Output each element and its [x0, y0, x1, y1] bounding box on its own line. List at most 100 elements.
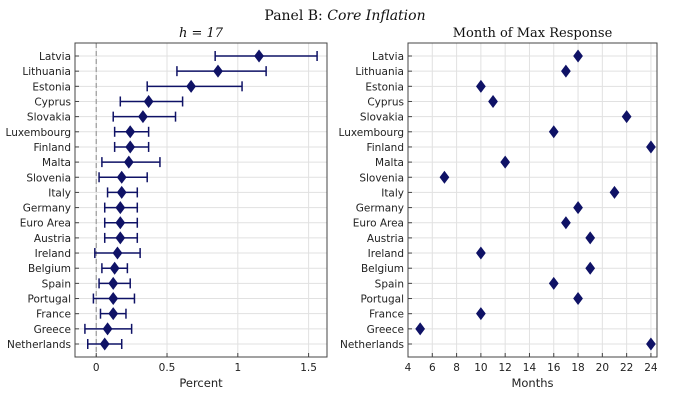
point-euro-area	[561, 216, 571, 230]
y-tick-label-ireland: Ireland	[368, 248, 404, 260]
point-france	[108, 307, 119, 321]
y-tick-label-belgium: Belgium	[361, 263, 404, 275]
point-luxembourg	[125, 125, 136, 139]
point-slovakia	[138, 110, 148, 124]
x-tick-label: 4	[405, 362, 412, 374]
y-tick-label-luxembourg: Luxembourg	[339, 127, 404, 139]
point-estonia	[476, 79, 486, 93]
y-tick-label-latvia: Latvia	[372, 51, 404, 63]
y-tick-label-finland: Finland	[33, 142, 71, 154]
point-spain	[108, 276, 119, 290]
y-tick-label-belgium: Belgium	[28, 263, 71, 275]
x-tick-label: 6	[429, 362, 436, 374]
point-netherlands	[646, 337, 656, 351]
y-tick-label-lithuania: Lithuania	[355, 66, 404, 78]
x-tick-label: 22	[620, 362, 633, 374]
y-tick-label-estonia: Estonia	[32, 81, 71, 93]
point-malta	[500, 155, 511, 169]
x-tick-label: 12	[498, 362, 511, 374]
figure-title: Panel B: Core Inflation	[264, 8, 425, 24]
x-tick-label: 10	[474, 362, 487, 374]
x-tick-label: 1.5	[300, 362, 317, 374]
x-tick-label: 8	[453, 362, 460, 374]
point-netherlands	[99, 337, 110, 351]
y-tick-label-austria: Austria	[367, 233, 404, 245]
point-portugal	[108, 292, 119, 306]
point-estonia	[186, 79, 196, 93]
point-malta	[123, 155, 134, 169]
x-tick-label: 20	[596, 362, 609, 374]
y-tick-label-italy: Italy	[381, 187, 404, 199]
point-lithuania	[213, 64, 223, 78]
panel-name: Core Inflation	[327, 8, 425, 24]
x-tick-label: 18	[571, 362, 584, 374]
y-tick-label-cyprus: Cyprus	[34, 96, 71, 108]
point-portugal	[573, 292, 583, 306]
y-tick-label-luxembourg: Luxembourg	[6, 127, 71, 139]
y-tick-label-euro-area: Euro Area	[353, 218, 404, 230]
point-ireland	[476, 246, 486, 260]
y-tick-label-finland: Finland	[366, 142, 404, 154]
point-germany	[573, 201, 583, 215]
y-tick-label-portugal: Portugal	[28, 294, 72, 306]
y-tick-label-malta: Malta	[375, 157, 404, 169]
point-france	[476, 307, 486, 321]
x-tick-label: 16	[547, 362, 561, 374]
y-tick-label-austria: Austria	[34, 233, 71, 245]
point-belgium	[109, 261, 120, 275]
y-tick-label-lithuania: Lithuania	[22, 66, 71, 78]
x-tick-label: 24	[644, 362, 658, 374]
point-finland	[125, 140, 136, 154]
point-belgium	[585, 261, 596, 275]
point-greece	[415, 322, 426, 336]
y-tick-label-spain: Spain	[42, 278, 71, 290]
point-italy	[609, 185, 620, 199]
y-tick-label-euro-area: Euro Area	[20, 218, 71, 230]
y-tick-label-estonia: Estonia	[365, 81, 404, 93]
y-tick-label-germany: Germany	[23, 203, 71, 215]
x-tick-label: 0.5	[159, 362, 176, 374]
point-ireland	[112, 246, 123, 260]
point-latvia	[254, 49, 264, 63]
point-slovenia	[116, 170, 127, 184]
point-germany	[115, 201, 126, 215]
y-tick-label-cyprus: Cyprus	[367, 96, 404, 108]
x-tick-label: 1	[234, 362, 241, 374]
point-slovenia	[439, 170, 450, 184]
x-axis-label: Percent	[179, 376, 223, 390]
y-tick-label-italy: Italy	[48, 187, 71, 199]
panel-title: Month of Max Response	[453, 26, 613, 41]
y-tick-label-france: France	[369, 309, 404, 321]
x-tick-label: 14	[523, 362, 537, 374]
point-italy	[116, 185, 127, 199]
y-tick-label-ireland: Ireland	[35, 248, 71, 260]
point-cyprus	[143, 94, 154, 108]
y-tick-label-slovakia: Slovakia	[27, 112, 71, 124]
x-axis-label: Months	[511, 376, 553, 390]
y-tick-label-slovenia: Slovenia	[359, 172, 404, 184]
panel-month-max-response: Month of Max Response 4 6 8 10 12 14 16 18 20 22 24…	[339, 26, 658, 390]
point-luxembourg	[548, 125, 559, 139]
panel-title: h = 17	[179, 26, 224, 41]
point-greece	[102, 322, 113, 336]
y-tick-label-spain: Spain	[375, 278, 404, 290]
point-austria	[115, 231, 126, 245]
y-tick-label-slovakia: Slovakia	[360, 112, 404, 124]
panel-h17: h = 17 0 0.5 1 1.5 Percent Latvia Lithuania Esto…	[6, 26, 328, 390]
y-tick-label-netherlands: Netherlands	[340, 339, 404, 351]
point-latvia	[573, 49, 583, 63]
panel-label: Panel B:	[264, 8, 327, 24]
y-tick-label-latvia: Latvia	[39, 51, 71, 63]
point-slovakia	[621, 110, 632, 124]
y-tick-label-france: France	[36, 309, 71, 321]
point-austria	[585, 231, 596, 245]
y-tick-label-greece: Greece	[34, 324, 71, 336]
y-tick-label-greece: Greece	[367, 324, 404, 336]
y-tick-label-portugal: Portugal	[361, 294, 405, 306]
axes-frame	[74, 42, 328, 358]
y-tick-label-netherlands: Netherlands	[7, 339, 71, 351]
point-spain	[548, 276, 559, 290]
point-euro-area	[115, 216, 126, 230]
y-tick-label-slovenia: Slovenia	[26, 172, 71, 184]
